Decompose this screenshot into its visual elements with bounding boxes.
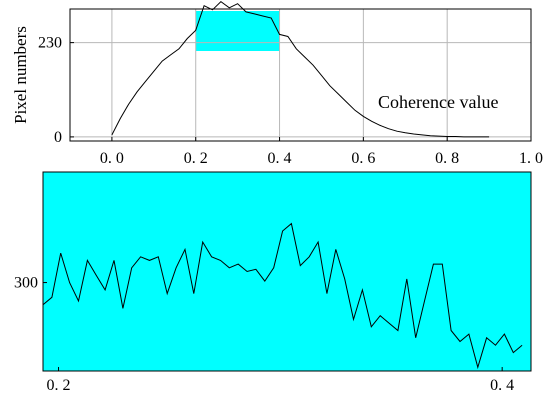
bottom-y-tick-label: 300 [14, 275, 38, 292]
zoom-background [43, 172, 531, 371]
top-plot-frame [69, 8, 532, 142]
histogram-line [111, 0, 490, 138]
top-gridlines [70, 9, 532, 141]
top-x-tick-label: 0. 2 [184, 150, 208, 167]
bottom-plot-frame [42, 171, 532, 372]
top-x-ticks: 0. 0 0. 2 0. 4 0. 6 0. 8 1. 0 [100, 137, 543, 167]
bottom-y-ticks: 300 [14, 275, 47, 292]
coherence-annotation: Coherence value [378, 92, 498, 112]
top-y-tick-label: 230 [38, 35, 62, 52]
bottom-x-ticks: 0. 2 0. 4 [47, 367, 514, 394]
bottom-x-tick-label: 0. 4 [490, 377, 514, 394]
top-x-tick-label: 0. 6 [351, 150, 375, 167]
top-x-tick-label: 1. 0 [519, 150, 543, 167]
bottom-x-tick-label: 0. 2 [47, 377, 71, 394]
top-y-tick-label: 0 [54, 129, 62, 146]
zoomed-line [42, 222, 523, 370]
bottom-chart-panel: 0. 2 0. 4 300 [14, 171, 532, 394]
top-x-tick-label: 0. 0 [100, 150, 124, 167]
top-chart-panel: 0. 0 0. 2 0. 4 0. 6 0. 8 1. 0 0 230 Pixel numb… [11, 0, 543, 167]
top-x-tick-label: 0. 8 [435, 150, 459, 167]
top-y-ticks: 0 230 [38, 35, 74, 146]
top-x-tick-label: 0. 4 [268, 150, 292, 167]
highlight-region [195, 11, 280, 51]
y-axis-label: Pixel numbers [11, 26, 30, 124]
